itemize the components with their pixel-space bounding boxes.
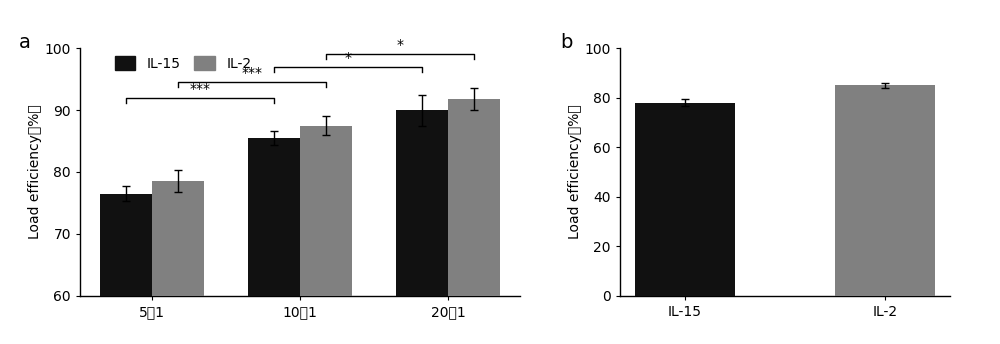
Legend: IL-15, IL-2: IL-15, IL-2 — [109, 50, 257, 76]
Bar — [100, 194, 152, 344]
Text: *: * — [396, 39, 404, 53]
Y-axis label: Load efficiency（%）: Load efficiency（%） — [28, 105, 42, 239]
Text: ***: *** — [190, 82, 210, 96]
Bar — [835, 85, 935, 296]
Bar — [448, 99, 500, 344]
Bar — [635, 103, 735, 296]
Text: a: a — [18, 33, 30, 52]
Text: ***: *** — [241, 66, 262, 80]
Text: *: * — [345, 51, 352, 65]
Bar — [300, 126, 352, 344]
Y-axis label: Load efficiency（%）: Load efficiency（%） — [568, 105, 582, 239]
Bar — [152, 181, 204, 344]
Text: b: b — [561, 33, 573, 52]
Bar — [248, 138, 300, 344]
Bar — [396, 110, 448, 344]
